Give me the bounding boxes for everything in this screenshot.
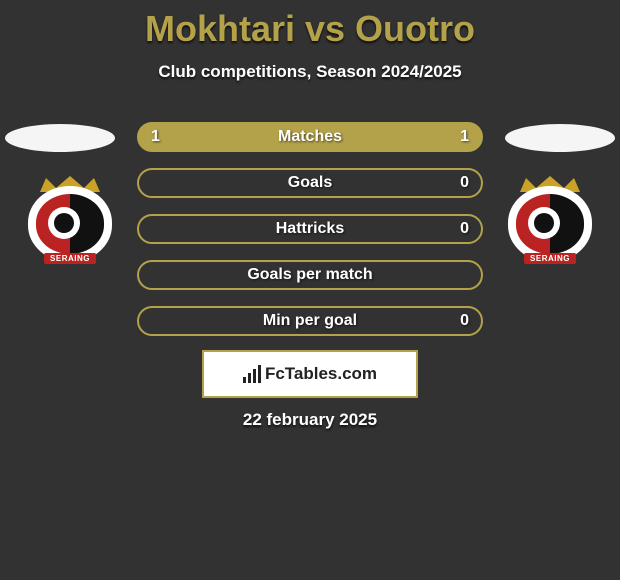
match-date: 22 february 2025 xyxy=(0,410,620,430)
stat-label: Goals per match xyxy=(139,266,481,284)
fctables-logo[interactable]: FcTables.com xyxy=(202,350,418,398)
stat-value-right: 0 xyxy=(460,312,469,330)
stat-row: Min per goal0 xyxy=(137,306,483,336)
stat-value-left: 1 xyxy=(151,128,160,146)
club-crest-left: SERAING xyxy=(20,178,120,262)
stat-label: Goals xyxy=(139,174,481,192)
stat-label: Min per goal xyxy=(139,312,481,330)
stat-row: 1Matches1 xyxy=(137,122,483,152)
stat-label: Hattricks xyxy=(139,220,481,238)
stat-label: Matches xyxy=(139,128,481,146)
player-left-placeholder xyxy=(5,124,115,152)
stat-value-right: 0 xyxy=(460,174,469,192)
stat-value-right: 1 xyxy=(460,128,469,146)
crest-banner-right: SERAING xyxy=(524,253,576,264)
page-title: Mokhtari vs Ouotro xyxy=(0,0,620,50)
crest-banner-left: SERAING xyxy=(44,253,96,264)
subtitle: Club competitions, Season 2024/2025 xyxy=(0,62,620,82)
player-right-placeholder xyxy=(505,124,615,152)
stat-row: Goals per match xyxy=(137,260,483,290)
stat-row: Goals0 xyxy=(137,168,483,198)
logo-text: FcTables.com xyxy=(265,364,377,384)
stat-row: Hattricks0 xyxy=(137,214,483,244)
club-crest-right: SERAING xyxy=(500,178,600,262)
bar-chart-icon xyxy=(243,365,261,383)
stat-value-right: 0 xyxy=(460,220,469,238)
stats-table: 1Matches1Goals0Hattricks0Goals per match… xyxy=(137,122,483,352)
